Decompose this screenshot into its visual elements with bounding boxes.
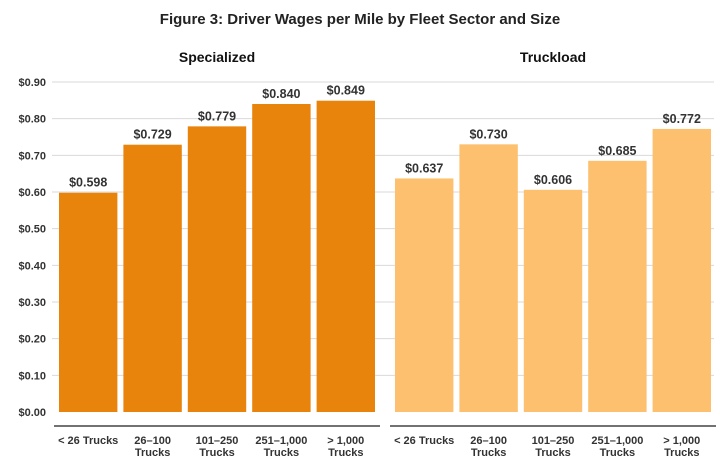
bar [59,192,118,412]
y-tick-label: $0.90 [18,77,46,89]
bar [523,189,583,412]
data-label: $0.772 [663,112,701,126]
bar [316,100,375,412]
bar [588,160,647,412]
x-tick-label-line: > 1,000 [327,435,364,447]
x-tick-label-line: Trucks [135,447,170,459]
panel-title: Specialized [179,49,255,65]
panel-title: Truckload [520,49,586,65]
x-tick-label: < 26 Trucks [394,435,454,447]
bar [459,144,518,413]
data-label: $0.729 [133,128,171,142]
data-label: $0.849 [327,84,365,98]
bar [187,126,247,412]
x-tick-label-line: 26–100 [134,435,171,447]
bar [123,144,182,412]
y-tick-label: $0.40 [18,260,46,272]
x-tick-label: 101–250 Trucks [196,435,239,459]
x-tick-label-line: Trucks [328,447,363,459]
bar [395,178,454,412]
data-label: $0.840 [262,87,300,101]
panel-specialized: Specialized $0.598 < 26 Trucks $0.729 26–100… [54,49,380,459]
y-tick-label: $0.50 [18,224,46,236]
y-tick-label: $0.70 [18,150,46,162]
x-tick-label-line: 251–1,000 [591,435,643,447]
data-label: $0.637 [405,161,443,175]
data-label: $0.606 [534,173,572,187]
x-tick-label-line: 251–1,000 [255,435,307,447]
x-tick-label: 251–1,000 Trucks [591,435,643,459]
bar [252,104,311,412]
x-tick-label-line: < 26 Trucks [58,435,118,447]
data-label: $0.779 [198,109,236,123]
x-tick-label-line: Trucks [600,447,635,459]
x-tick-label-line: Trucks [199,447,234,459]
x-tick-label: 26–100 Trucks [134,435,171,459]
y-tick-label: $0.60 [18,187,46,199]
y-tick-label: $0.10 [18,370,46,382]
chart-title: Figure 3: Driver Wages per Mile by Fleet… [160,11,560,28]
x-tick-label: 26–100 Trucks [470,435,507,459]
x-tick-label: > 1,000 Trucks [327,435,364,459]
data-label: $0.685 [598,144,636,158]
x-tick-label-line: > 1,000 [663,435,700,447]
x-tick-label-line: 101–250 [196,435,239,447]
bar [652,128,711,412]
chart-panels: Specialized $0.598 < 26 Trucks $0.729 26–100… [54,49,716,459]
x-tick-label: > 1,000 Trucks [663,435,700,459]
x-tick-label-line: Trucks [264,447,299,459]
x-tick-label: 101–250 Trucks [532,435,575,459]
y-tick-label: $0.20 [18,334,46,346]
data-label: $0.730 [469,127,507,141]
y-axis: $0.00 $0.10 $0.20 $0.30 $0.40 $0.50 $0.60 $0.70… [18,77,46,419]
data-label: $0.598 [69,176,107,190]
x-tick-label-line: 26–100 [470,435,507,447]
x-tick-label-line: Trucks [535,447,570,459]
y-tick-label: $0.30 [18,297,46,309]
x-tick-label: < 26 Trucks [58,435,118,447]
x-tick-label: 251–1,000 Trucks [255,435,307,459]
x-tick-label-line: 101–250 [532,435,575,447]
y-tick-label: $0.80 [18,114,46,126]
x-tick-label-line: Trucks [471,447,506,459]
x-tick-label-line: Trucks [664,447,699,459]
x-tick-label-line: < 26 Trucks [394,435,454,447]
y-tick-label: $0.00 [18,407,46,419]
